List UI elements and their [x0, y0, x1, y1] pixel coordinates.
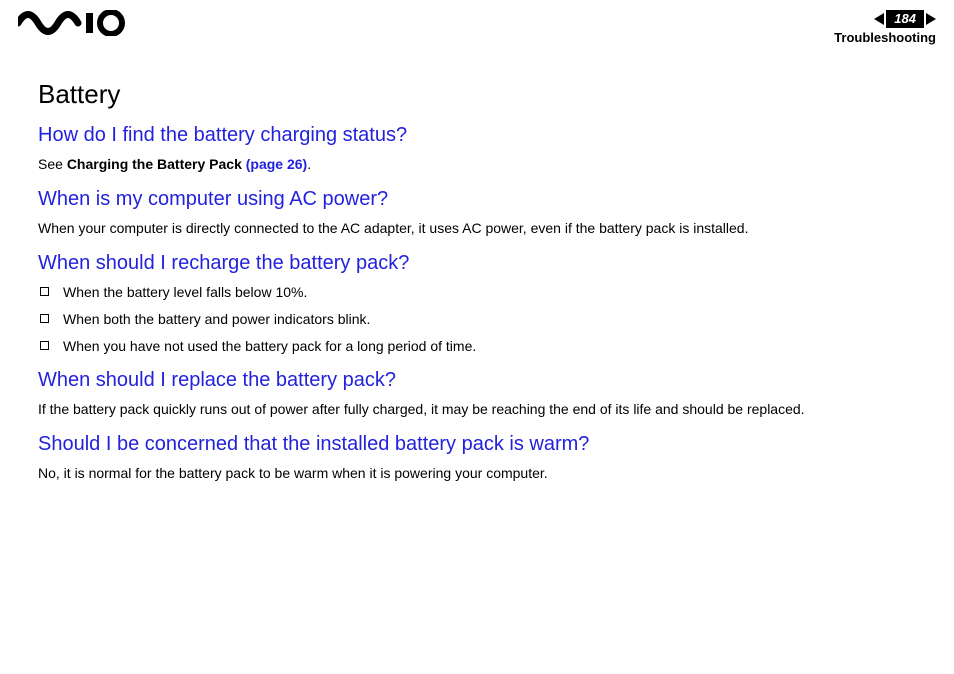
- body-prefix: See: [38, 156, 67, 172]
- faq-heading: When is my computer using AC power?: [38, 188, 932, 211]
- faq-body: See Charging the Battery Pack (page 26).: [38, 155, 932, 174]
- list-item-text: When both the battery and power indicato…: [63, 310, 370, 329]
- header-right: 184 Troubleshooting: [834, 10, 936, 45]
- list-item: When the battery level falls below 10%.: [38, 283, 932, 302]
- faq-heading: When should I recharge the battery pack?: [38, 252, 932, 275]
- list-item: When you have not used the battery pack …: [38, 337, 932, 356]
- page-header: 184 Troubleshooting: [18, 10, 936, 45]
- body-bold: Charging the Battery Pack: [67, 156, 246, 172]
- page-reference-link[interactable]: (page 26): [246, 156, 307, 172]
- next-page-arrow-icon[interactable]: [926, 13, 936, 25]
- page-title: Battery: [38, 79, 932, 110]
- faq-body: When your computer is directly connected…: [38, 219, 932, 238]
- list-item-text: When the battery level falls below 10%.: [63, 283, 307, 302]
- checkbox-bullet-icon: [40, 341, 49, 350]
- checkbox-bullet-icon: [40, 314, 49, 323]
- checkbox-bullet-icon: [40, 287, 49, 296]
- vaio-logo-svg: [18, 10, 128, 36]
- prev-page-arrow-icon[interactable]: [874, 13, 884, 25]
- list-item: When both the battery and power indicato…: [38, 310, 932, 329]
- faq-bullet-list: When the battery level falls below 10%. …: [38, 283, 932, 356]
- section-label: Troubleshooting: [834, 30, 936, 45]
- page-navigation: 184: [834, 10, 936, 28]
- vaio-logo: [18, 10, 128, 36]
- faq-heading: Should I be concerned that the installed…: [38, 433, 932, 456]
- faq-heading: When should I replace the battery pack?: [38, 369, 932, 392]
- faq-body: If the battery pack quickly runs out of …: [38, 400, 932, 419]
- document-page: 184 Troubleshooting Battery How do I fin…: [0, 0, 954, 674]
- page-content: Battery How do I find the battery chargi…: [18, 79, 936, 483]
- faq-body: No, it is normal for the battery pack to…: [38, 464, 932, 483]
- faq-heading: How do I find the battery charging statu…: [38, 124, 932, 147]
- body-suffix: .: [307, 156, 311, 172]
- page-number: 184: [886, 10, 924, 28]
- list-item-text: When you have not used the battery pack …: [63, 337, 476, 356]
